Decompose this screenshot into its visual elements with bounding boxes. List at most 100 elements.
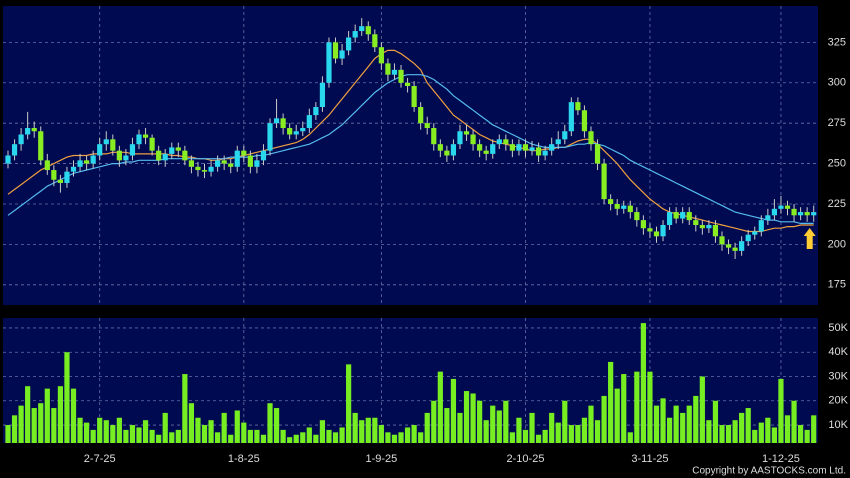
- candle-body: [463, 131, 470, 135]
- volume-bar: [542, 429, 548, 443]
- x-tick-label: 1-12-25: [762, 453, 800, 465]
- volume-bar: [254, 429, 260, 443]
- candle-body: [31, 128, 37, 132]
- volume-bar: [680, 412, 686, 443]
- candle-body: [771, 208, 777, 216]
- volume-bar: [594, 420, 601, 443]
- candle-body: [280, 118, 286, 129]
- volume-bar: [588, 405, 594, 443]
- candle-body: [457, 131, 463, 145]
- candle-body: [129, 144, 136, 156]
- price-panel: [3, 6, 818, 305]
- volume-bar: [201, 425, 208, 443]
- volume-bar: [90, 429, 96, 443]
- volume-bar: [97, 417, 103, 443]
- candle-body: [38, 131, 44, 161]
- volume-bar: [208, 420, 214, 443]
- volume-bar: [444, 408, 450, 443]
- candle-body: [300, 128, 306, 132]
- volume-bar: [647, 371, 653, 443]
- candle-body: [247, 155, 253, 167]
- volume-bar: [300, 432, 306, 443]
- candle-body: [411, 86, 417, 108]
- candle-body: [195, 166, 201, 171]
- y-tick-label: 275: [828, 117, 846, 129]
- current-arrow: [803, 228, 816, 249]
- volume-bar: [470, 393, 476, 443]
- candle-body: [326, 42, 332, 83]
- candle-body: [287, 128, 293, 135]
- candle-body: [627, 205, 633, 213]
- volume-bar: [509, 432, 515, 443]
- candle-body: [372, 34, 378, 48]
- volume-bar: [287, 437, 293, 443]
- candle-body: [614, 203, 620, 209]
- volume-bar: [57, 386, 64, 443]
- candle-body: [169, 147, 175, 154]
- candle-body: [752, 231, 758, 235]
- candle-body: [477, 144, 483, 151]
- candle-body: [346, 37, 352, 51]
- volume-bar: [306, 427, 312, 443]
- candle-body: [215, 160, 221, 167]
- volume-bar: [234, 410, 240, 443]
- candle-body: [162, 153, 168, 161]
- candle-body: [778, 205, 784, 209]
- volume-bar: [77, 417, 83, 443]
- candle-body: [5, 155, 11, 164]
- candle-body: [647, 228, 653, 232]
- candle-body: [398, 69, 404, 83]
- y-tick-label: 10K: [828, 419, 848, 431]
- volume-bar: [398, 432, 404, 443]
- x-tick-label: 3-11-25: [631, 453, 668, 465]
- candle-body: [332, 42, 339, 59]
- candle-body: [581, 110, 588, 132]
- volume-bar: [725, 425, 732, 443]
- candle-body: [70, 166, 77, 172]
- candle-body: [594, 144, 601, 164]
- volume-bar: [25, 386, 31, 443]
- candle-body: [673, 212, 679, 219]
- candle-body: [666, 212, 673, 225]
- candle-body: [385, 63, 391, 75]
- candle-body: [90, 155, 96, 164]
- volume-bar: [156, 434, 162, 443]
- candle-body: [44, 160, 50, 171]
- volume-bar: [797, 425, 804, 443]
- volume-bar: [614, 388, 620, 443]
- volume-bar: [313, 434, 319, 443]
- candle-body: [11, 144, 18, 156]
- candle-body: [693, 220, 699, 225]
- volume-bar: [778, 378, 784, 443]
- candle-body: [712, 224, 719, 237]
- volume-bar: [175, 429, 181, 443]
- volume-bar: [712, 400, 719, 443]
- y-tick-label: 50K: [828, 322, 848, 334]
- candle-body: [653, 231, 660, 237]
- candle-body: [64, 171, 70, 183]
- candle-body: [260, 150, 267, 161]
- volume-bar: [404, 427, 411, 443]
- x-tick-label: 2-10-25: [507, 453, 545, 465]
- candle-body: [136, 134, 142, 145]
- volume-bar: [18, 405, 24, 443]
- candle-body: [601, 163, 607, 200]
- candle-body: [562, 131, 568, 140]
- candle-body: [588, 131, 594, 145]
- candle-body: [640, 220, 646, 229]
- volume-bar: [431, 400, 437, 443]
- volume-bar: [385, 432, 391, 443]
- volume-bar: [162, 412, 168, 443]
- candle-body: [732, 247, 738, 251]
- candle-body: [680, 212, 686, 219]
- volume-bar: [365, 417, 371, 443]
- volume-bar: [247, 429, 253, 443]
- volume-bar: [64, 352, 70, 443]
- volume-bar: [686, 405, 692, 443]
- volume-bar: [771, 427, 777, 443]
- candle-body: [608, 199, 614, 204]
- candle-body: [293, 131, 299, 135]
- volume-bar: [601, 395, 607, 443]
- volume-bar: [608, 361, 614, 443]
